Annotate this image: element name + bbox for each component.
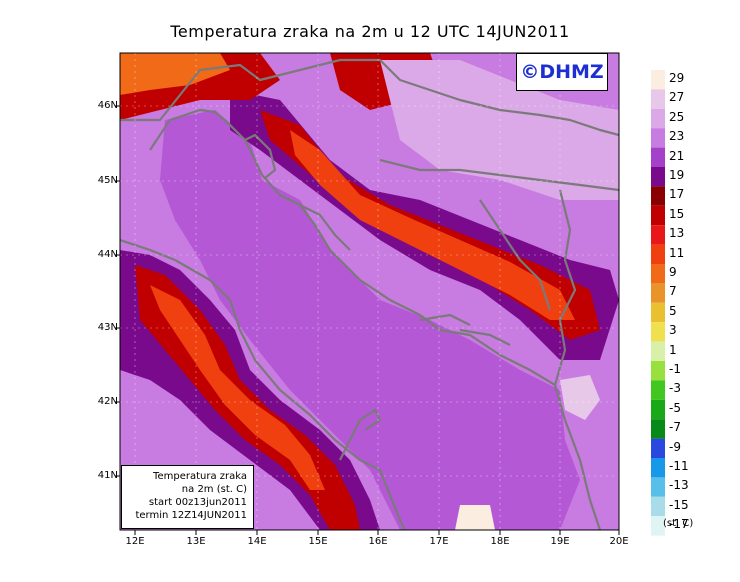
lat-tick-45n: 45N: [97, 175, 118, 186]
colorbar-label: 11: [669, 245, 685, 260]
colorbar-label: 13: [669, 226, 685, 241]
lon-tick-13e: 13E: [186, 536, 206, 547]
dhmz-logo: ©DHMZ: [516, 53, 608, 91]
colorbar-label: 25: [669, 109, 685, 124]
colorbar-swatch: [651, 167, 665, 187]
lon-tick-19e: 19E: [550, 536, 570, 547]
colorbar-swatch: [651, 361, 665, 381]
colorbar-swatch: [651, 380, 665, 400]
colorbar-label: 15: [669, 206, 685, 221]
map-frame: [119, 52, 620, 531]
italy-hottest-core: [150, 285, 325, 490]
colorbar-label: 7: [669, 284, 677, 299]
lat-tick-42n: 42N: [97, 396, 118, 407]
colorbar-swatch: [651, 477, 665, 497]
colorbar-swatch: [651, 283, 665, 303]
colorbar-label: -13: [669, 478, 689, 493]
colorbar-label: 19: [669, 168, 685, 182]
colorbar-label: -5: [669, 400, 681, 415]
lat-tick-43n: 43N: [97, 322, 118, 333]
albania-cool-spot: [560, 375, 600, 420]
colorbar-unit: (st. C): [663, 518, 694, 529]
colorbar-swatch: [651, 186, 665, 206]
colorbar: [651, 70, 665, 536]
lat-tick-44n: 44N: [97, 249, 118, 260]
info-line-1: Temperatura zraka: [153, 471, 247, 482]
lon-tick-16e: 16E: [368, 536, 388, 547]
colorbar-label: 23: [669, 129, 685, 144]
colorbar-label: -7: [669, 420, 681, 435]
colorbar-swatch: [651, 399, 665, 420]
colorbar-label: -17: [669, 517, 689, 532]
colorbar-swatch: [651, 458, 665, 478]
dinaric-hottest-core: [290, 130, 575, 320]
islands-coast: [299, 204, 351, 251]
pannonian-cooler-area: [380, 60, 619, 200]
colorbar-swatch: [651, 438, 665, 458]
colorbar-label: -3: [669, 381, 681, 396]
colorbar-swatch: [651, 516, 665, 536]
gargano-coast: [339, 408, 382, 461]
colorbar-swatch: [651, 225, 665, 245]
colorbar-label: -15: [669, 497, 689, 512]
forecast-info-box: Temperatura zraka na 2m (st. C) start 00…: [121, 465, 254, 529]
colorbar-label: -1: [669, 362, 681, 376]
colorbar-swatch: [651, 302, 665, 323]
colorbar-label: 29: [669, 71, 685, 85]
lon-tick-18e: 18E: [490, 536, 510, 547]
colorbar-swatch: [651, 322, 665, 342]
colorbar-label: 27: [669, 90, 685, 105]
lon-tick-17e: 17E: [429, 536, 449, 547]
korcula-island: [459, 328, 511, 346]
colorbar-swatch: [651, 264, 665, 284]
lon-tick-14e: 14E: [247, 536, 267, 547]
colorbar-label: 5: [669, 303, 677, 318]
lon-tick-20e: 20E: [609, 536, 629, 547]
colorbar-label: 3: [669, 323, 677, 338]
italian-coastline: [120, 238, 406, 530]
info-line-3: start 00z13jun2011: [148, 497, 247, 508]
eastern-border: [553, 189, 577, 386]
colorbar-swatch: [651, 128, 665, 148]
colorbar-label: -11: [669, 459, 689, 473]
colorbar-label: 21: [669, 148, 685, 163]
colorbar-swatch: [651, 341, 665, 361]
colorbar-label: 17: [669, 187, 685, 202]
lon-tick-15e: 15E: [308, 536, 328, 547]
colorbar-swatch: [651, 496, 665, 517]
lon-tick-12e: 12E: [125, 536, 145, 547]
eastern-adriatic-coastline: [149, 108, 602, 530]
bosnia-border: [479, 199, 552, 311]
colorbar-swatch: [651, 70, 665, 90]
colorbar-swatch: [651, 419, 665, 439]
colorbar-label: 1: [669, 342, 677, 357]
map-title: Temperatura zraka na 2m u 12 UTC 14JUN20…: [170, 22, 570, 41]
colorbar-label: 9: [669, 265, 677, 279]
po-valley-hottest-area: [120, 53, 230, 95]
istria-coast: [244, 133, 277, 179]
hvar-island: [419, 313, 471, 326]
colorbar-swatch: [651, 147, 665, 167]
colorbar-swatch: [651, 205, 665, 226]
lat-tick-46n: 46N: [97, 100, 118, 111]
lat-tick-41n: 41N: [97, 470, 118, 481]
colorbar-swatch: [651, 108, 665, 129]
colorbar-swatch: [651, 89, 665, 109]
south-coolest-spot: [455, 505, 495, 530]
adriatic-sea-area: [160, 110, 580, 530]
colorbar-label: -9: [669, 439, 681, 454]
colorbar-swatch: [651, 244, 665, 264]
info-line-2: na 2m (st. C): [181, 484, 247, 495]
info-line-4: termin 12Z14JUN2011: [135, 510, 247, 521]
northern-border: [120, 58, 619, 137]
